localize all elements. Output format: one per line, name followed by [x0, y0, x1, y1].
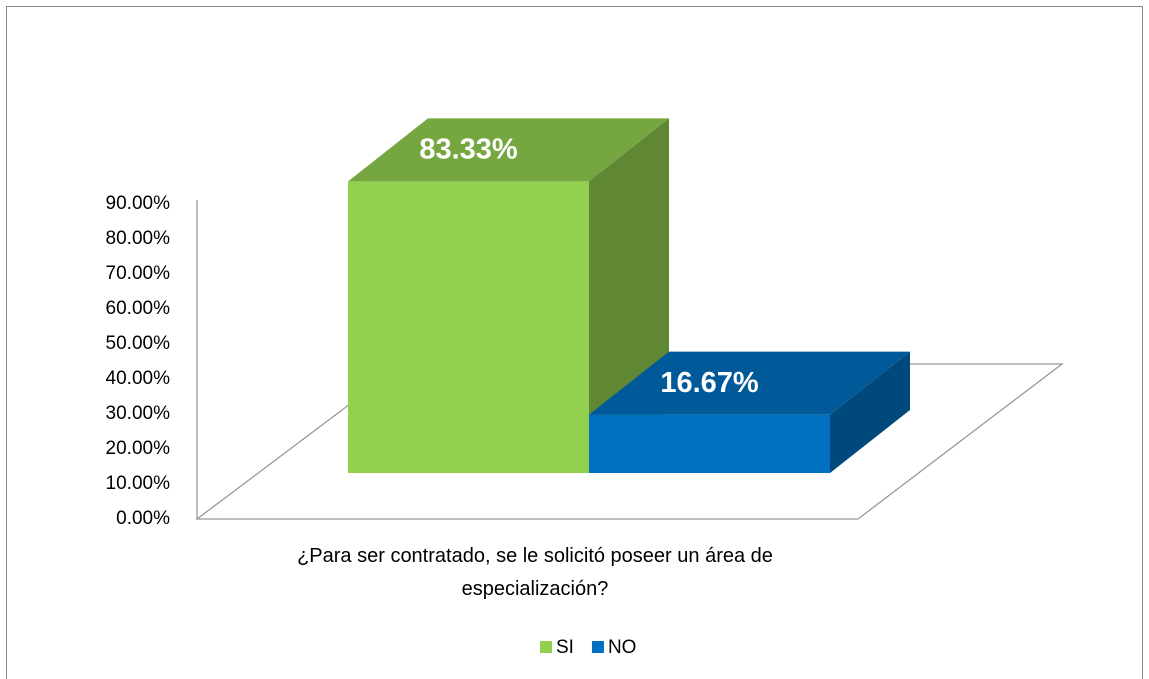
legend-label: SI: [556, 637, 574, 658]
legend-swatch: [540, 641, 552, 653]
data-label: 83.33%: [419, 134, 518, 166]
y-tick-label: 30.00%: [106, 403, 171, 424]
bar-front: [589, 414, 830, 473]
bar-side: [830, 351, 910, 473]
chart-border: [6, 6, 1143, 679]
y-tick-label: 60.00%: [106, 298, 171, 319]
legend-label: NO: [608, 637, 637, 658]
bar-top: [348, 118, 669, 182]
bar-front: [348, 181, 589, 473]
x-category-label: ¿Para ser contratado, se le solicitó pos…: [297, 545, 773, 600]
y-tick-label: 0.00%: [116, 508, 170, 529]
y-tick-label: 20.00%: [106, 438, 171, 459]
y-tick-label: 40.00%: [106, 368, 171, 389]
legend-swatch: [591, 641, 604, 653]
y-tick-label: 50.00%: [106, 333, 171, 354]
data-label: 16.67%: [660, 367, 759, 399]
y-tick-label: 80.00%: [106, 228, 171, 249]
y-tick-label: 70.00%: [106, 263, 171, 284]
y-tick-label: 10.00%: [106, 473, 171, 494]
bar-top: [589, 351, 910, 415]
y-tick-label: 90.00%: [106, 193, 171, 214]
